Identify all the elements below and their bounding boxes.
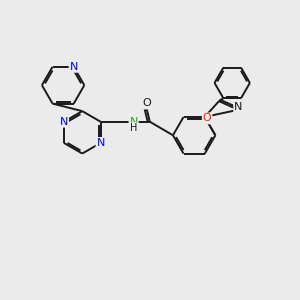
Text: N: N [70, 62, 78, 72]
Text: N: N [60, 117, 68, 127]
Text: O: O [203, 113, 212, 123]
Text: O: O [142, 98, 151, 109]
Text: N: N [97, 138, 105, 148]
Text: H: H [130, 123, 137, 133]
Text: N: N [234, 102, 242, 112]
Text: N: N [129, 117, 138, 127]
